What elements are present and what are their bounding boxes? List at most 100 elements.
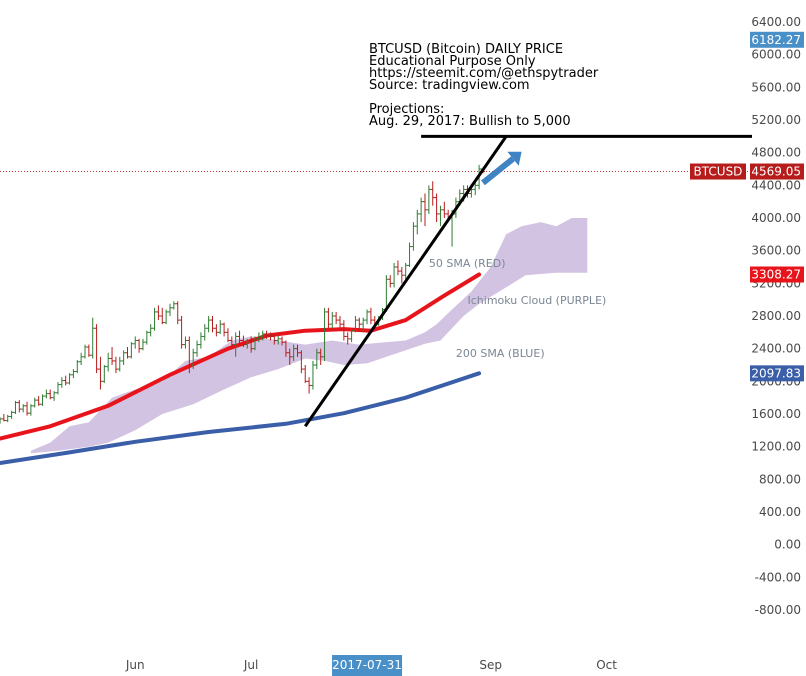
ohlc-bar (218, 320, 223, 334)
annotation-url: https://steemit.com/@ethspytrader (369, 66, 599, 81)
y-tick-label: 4800.00 (751, 146, 801, 160)
ohlc-bar (1, 414, 6, 422)
ohlc-bar (125, 347, 130, 359)
ohlc-bar (392, 262, 397, 288)
ohlc-bar (48, 389, 53, 400)
ohlc-bar (86, 344, 91, 357)
ohlc-bar (249, 336, 254, 353)
ohlc-bar (233, 332, 238, 357)
ohlc-bar (133, 336, 138, 349)
y-tick-label: 6400.00 (751, 15, 801, 29)
annotation-projection: Aug. 29, 2017: Bullish to 5,000 (369, 114, 571, 129)
ohlc-bar (388, 275, 393, 288)
y-tick-label: 4000.00 (751, 211, 801, 225)
series-label: 50 SMA (RED) (429, 257, 506, 270)
ohlc-bar (287, 348, 292, 365)
ohlc-bar (411, 222, 416, 251)
ohlc-bar (434, 193, 439, 223)
ohlc-bar (442, 201, 447, 218)
y-tick-label: 400.00 (759, 505, 801, 519)
candle-layer (0, 164, 485, 424)
ohlc-bar (83, 344, 87, 359)
price-badge-text: 2097.83 (751, 366, 801, 380)
date-badge (332, 655, 403, 676)
ohlc-bar (156, 305, 161, 321)
overlay-layer: 50 SMA (RED) Ichimoku Cloud (PURPLE) 200 S… (0, 134, 752, 428)
ohlc-bar (272, 333, 277, 345)
sma200-line (0, 371, 482, 465)
y-tick-label: -400.00 (755, 570, 801, 584)
ohlc-bar (318, 348, 323, 365)
ohlc-bar (334, 311, 339, 325)
ohlc-bar (98, 356, 103, 390)
y-tick-label: 3600.00 (751, 244, 801, 258)
ohlc-bar (179, 316, 184, 349)
ohlc-bar (79, 352, 84, 365)
ohlc-bar (225, 328, 230, 343)
ohlc-bar (314, 348, 319, 370)
annotation-projections-heading: Projections: (369, 102, 444, 117)
ohlc-bar (299, 350, 304, 374)
ohlc-bar (187, 336, 192, 374)
ohlc-bar (426, 185, 431, 214)
ohlc-bar (140, 338, 145, 351)
ohlc-bar (438, 205, 443, 227)
y-tick-label: 6000.00 (751, 48, 801, 62)
ohlc-bar (326, 307, 331, 329)
y-tick-label: 2400.00 (751, 342, 801, 356)
ohlc-bar (110, 347, 115, 365)
ohlc-bar (52, 391, 57, 401)
ohlc-bar (330, 311, 335, 329)
ohlc-bar (264, 330, 269, 339)
ohlc-bar (160, 307, 165, 325)
ohlc-bar (67, 373, 72, 385)
price-badge (750, 31, 804, 48)
ohlc-bar (183, 336, 188, 349)
trend-line (303, 135, 508, 428)
ohlc-bar (137, 338, 142, 353)
y-tick-label: 0.00 (774, 538, 801, 552)
ohlc-bar (55, 382, 60, 395)
price-badge (750, 266, 804, 283)
ohlc-bar (0, 417, 2, 424)
ohlc-bar (291, 344, 296, 361)
y-tick-label: 1600.00 (751, 407, 801, 421)
ohlc-bar (164, 309, 169, 325)
date-badge-text: 2017-07-31 (332, 658, 402, 672)
ohlc-bar (171, 301, 176, 310)
series-label: Ichimoku Cloud (PURPLE) (468, 294, 607, 307)
x-tick-label: Jun (125, 658, 145, 672)
ohlc-bar (121, 350, 126, 365)
price-badge (750, 365, 804, 382)
ohlc-bar (214, 324, 219, 337)
ohlc-bar (322, 307, 327, 361)
ohlc-bar (102, 365, 107, 383)
ohlc-bar (256, 332, 261, 343)
ohlc-bar (295, 344, 300, 357)
ohlc-bar (191, 348, 196, 370)
ohlc-bar (59, 377, 64, 388)
ohlc-bar (368, 307, 373, 325)
ohlc-bar (430, 181, 435, 206)
ohlc-bar (144, 330, 149, 345)
price-badge-text: 4569.05 (751, 165, 801, 179)
ohlc-bar (222, 322, 227, 337)
ohlc-bar (152, 307, 157, 331)
ohlc-bar (94, 324, 99, 374)
ohlc-bar (71, 369, 76, 379)
ohlc-bar (395, 260, 400, 276)
ohlc-bar (195, 340, 200, 357)
y-tick-label: 2800.00 (751, 309, 801, 323)
projection-arrow-shaft (481, 156, 515, 186)
ohlc-bar (341, 320, 346, 341)
ohlc-bar (25, 401, 30, 416)
ohlc-bar (28, 404, 33, 416)
ohlc-bar (237, 330, 242, 345)
ohlc-bar (175, 301, 180, 325)
moving-average-layer (0, 272, 482, 465)
ohlc-bar (399, 267, 404, 284)
ohlc-bar (17, 400, 22, 413)
ohlc-bar (117, 356, 122, 372)
ichimoku-cloud-layer (30, 218, 588, 454)
